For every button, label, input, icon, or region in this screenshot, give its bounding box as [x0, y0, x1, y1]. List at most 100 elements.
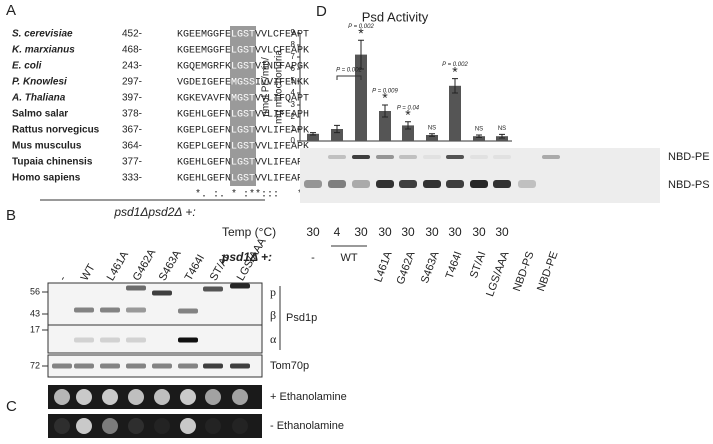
- error-bar: [499, 133, 505, 139]
- error-bar: [310, 132, 316, 136]
- significance: NS: [428, 125, 436, 131]
- species-name: K. marxianus: [12, 45, 75, 56]
- band-label: α: [270, 332, 277, 346]
- significance: NS: [498, 126, 506, 132]
- error-bar: [452, 78, 458, 94]
- residue-start: 367-: [122, 125, 142, 136]
- species-name: A. Thaliana: [11, 93, 66, 104]
- tlc-band: [399, 180, 417, 188]
- band: [178, 337, 198, 343]
- yeast-spot: [180, 389, 196, 405]
- bar: [473, 136, 485, 141]
- error-bar: [476, 134, 482, 138]
- tlc-band: [352, 155, 370, 159]
- band: [203, 286, 223, 292]
- yeast-spot: [76, 389, 92, 405]
- y-tick-label: 6: [291, 64, 296, 73]
- temp: 30: [425, 225, 439, 239]
- y-tick-label: 3: [291, 100, 296, 109]
- yeast-spot: [205, 389, 221, 405]
- band: [178, 363, 198, 369]
- control-label: Tom70p: [270, 360, 309, 372]
- lane-label: T464I: [183, 253, 207, 283]
- x-tick-label: LGS/AAA: [484, 249, 512, 298]
- tlc-band: [304, 180, 322, 188]
- residue-start: 378-: [122, 109, 142, 120]
- blot: [47, 324, 263, 354]
- significance: *: [405, 107, 411, 123]
- bar: [307, 133, 319, 141]
- sequence: VVLIFEAPK: [255, 142, 309, 153]
- lane-label: -: [57, 273, 69, 282]
- condition-label: + Ethanolamine: [270, 391, 347, 403]
- yeast-spot: [154, 389, 170, 405]
- band: [152, 290, 172, 296]
- species-name: Tupaia chinensis: [12, 157, 93, 168]
- sequence: KGEHLGEFN: [177, 110, 231, 121]
- y-axis-label: nmol PE/min/: [261, 57, 272, 117]
- condition-label: - Ethanolamine: [270, 420, 344, 432]
- mw-marker: 43: [30, 308, 40, 318]
- tlc-band: [328, 155, 346, 159]
- sequence: VVLIFEAPH: [255, 110, 309, 121]
- y-tick-label: 8: [291, 40, 296, 49]
- bar: [496, 136, 508, 141]
- sequence: VVLCFEAPK: [255, 46, 309, 57]
- tlc-band: [446, 155, 464, 159]
- temp: 30: [495, 225, 509, 239]
- lane-label: WT: [79, 262, 98, 283]
- temp-label: Temp (°C): [222, 225, 276, 239]
- tlc-band: [352, 180, 370, 188]
- band: [74, 363, 94, 369]
- bar: [379, 111, 391, 141]
- residue-start: 397-: [122, 93, 142, 104]
- temp: 30: [306, 225, 320, 239]
- significance: NS: [475, 127, 483, 133]
- temp: 4: [334, 225, 341, 239]
- panel-label: C: [6, 398, 17, 415]
- sequence: MGSS: [231, 78, 255, 89]
- error-bar: [334, 124, 340, 134]
- lane-label: L461A: [105, 249, 132, 283]
- residue-start: 333-: [122, 173, 142, 184]
- band: [52, 363, 72, 369]
- species-name: Mus musculus: [12, 141, 82, 152]
- residue-start: 297-: [122, 77, 142, 88]
- temp: 30: [472, 225, 486, 239]
- x-tick-label: NBD-PS: [511, 250, 536, 293]
- significance: *: [382, 90, 388, 106]
- residue-start: 452-: [122, 29, 142, 40]
- yeast-spot: [102, 418, 118, 434]
- mw-marker: 17: [30, 324, 40, 334]
- blot: [47, 282, 263, 326]
- sequence: MGST: [231, 94, 255, 105]
- y-tick-label: 4: [291, 88, 296, 97]
- yeast-spot: [232, 418, 248, 434]
- band-label: p: [270, 285, 276, 299]
- residue-start: 377-: [122, 157, 142, 168]
- error-bar: [358, 39, 364, 70]
- x-tick-label: ST/AI: [468, 250, 489, 280]
- group-label: WT: [340, 252, 357, 264]
- y-tick-label: 9: [291, 28, 296, 37]
- band: [126, 363, 146, 369]
- sequence: LGST: [231, 142, 255, 153]
- species-name: Salmo salar: [12, 109, 68, 120]
- sequence: KGEPLGEFN: [177, 126, 231, 137]
- tlc-band: [542, 155, 560, 159]
- band: [126, 307, 146, 313]
- temp: 30: [378, 225, 392, 239]
- species-name: P. Knowlesi: [12, 77, 67, 88]
- band: [178, 308, 198, 314]
- tlc-band: [328, 180, 346, 188]
- y-tick-label: 2: [291, 112, 296, 121]
- conserved-highlight: [230, 26, 256, 186]
- panel-label: B: [6, 207, 16, 224]
- yeast-spot: [154, 418, 170, 434]
- sequence: LGST: [231, 126, 255, 137]
- y-tick-label: 1: [291, 124, 296, 133]
- yeast-spot: [128, 418, 144, 434]
- sequence: VVLIFEAPK: [255, 158, 309, 169]
- yeast-spot: [54, 418, 70, 434]
- x-tick-label: NBD-PE: [535, 250, 560, 293]
